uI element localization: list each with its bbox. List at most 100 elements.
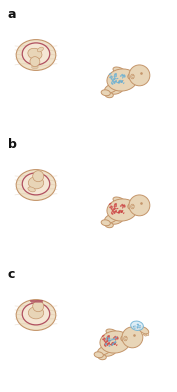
Ellipse shape — [113, 338, 115, 340]
Ellipse shape — [107, 342, 110, 345]
Ellipse shape — [133, 326, 134, 327]
Ellipse shape — [123, 212, 124, 214]
Ellipse shape — [109, 340, 111, 341]
Ellipse shape — [112, 210, 114, 212]
Ellipse shape — [16, 299, 56, 330]
Ellipse shape — [101, 90, 110, 96]
Text: a: a — [8, 8, 16, 21]
Ellipse shape — [103, 338, 106, 340]
Ellipse shape — [28, 307, 44, 319]
Ellipse shape — [104, 83, 119, 93]
Ellipse shape — [128, 203, 135, 209]
Ellipse shape — [107, 69, 137, 91]
Ellipse shape — [115, 80, 117, 83]
Ellipse shape — [139, 327, 141, 328]
Ellipse shape — [134, 325, 136, 327]
Ellipse shape — [28, 177, 44, 189]
Ellipse shape — [137, 327, 138, 328]
Ellipse shape — [146, 334, 149, 336]
Ellipse shape — [107, 335, 110, 337]
Ellipse shape — [122, 205, 124, 207]
Ellipse shape — [98, 345, 112, 355]
Ellipse shape — [115, 341, 116, 343]
Ellipse shape — [116, 336, 119, 339]
Ellipse shape — [109, 203, 112, 205]
Ellipse shape — [131, 74, 134, 79]
Ellipse shape — [22, 43, 50, 65]
Ellipse shape — [113, 211, 115, 214]
Ellipse shape — [113, 337, 115, 339]
Ellipse shape — [114, 73, 117, 75]
Ellipse shape — [112, 343, 114, 345]
Ellipse shape — [105, 342, 107, 344]
Text: b: b — [8, 138, 17, 151]
Ellipse shape — [121, 80, 123, 82]
Ellipse shape — [120, 75, 122, 77]
Ellipse shape — [109, 345, 110, 347]
Ellipse shape — [112, 209, 115, 211]
Ellipse shape — [115, 339, 117, 341]
Ellipse shape — [114, 75, 116, 78]
Ellipse shape — [105, 341, 108, 343]
Ellipse shape — [101, 220, 110, 226]
Ellipse shape — [111, 343, 113, 345]
Ellipse shape — [114, 203, 117, 205]
Ellipse shape — [94, 352, 103, 358]
Ellipse shape — [110, 75, 113, 78]
Ellipse shape — [131, 204, 134, 209]
Ellipse shape — [108, 339, 110, 341]
Ellipse shape — [109, 336, 110, 339]
Ellipse shape — [144, 334, 147, 336]
Ellipse shape — [121, 81, 122, 83]
Ellipse shape — [116, 208, 118, 209]
Ellipse shape — [100, 331, 130, 353]
Ellipse shape — [138, 327, 140, 328]
Ellipse shape — [120, 205, 122, 207]
Ellipse shape — [111, 78, 113, 80]
Ellipse shape — [113, 81, 115, 84]
Ellipse shape — [104, 340, 106, 342]
Circle shape — [129, 65, 150, 86]
Ellipse shape — [111, 208, 113, 210]
Ellipse shape — [102, 335, 105, 337]
Ellipse shape — [119, 210, 121, 212]
Ellipse shape — [109, 73, 112, 75]
Ellipse shape — [113, 343, 116, 345]
Ellipse shape — [113, 208, 116, 209]
Ellipse shape — [124, 336, 127, 341]
Ellipse shape — [16, 40, 56, 71]
Ellipse shape — [115, 81, 117, 83]
Ellipse shape — [32, 65, 38, 69]
Ellipse shape — [22, 303, 50, 325]
Ellipse shape — [105, 343, 107, 345]
Ellipse shape — [109, 344, 113, 345]
Ellipse shape — [110, 205, 113, 208]
Ellipse shape — [108, 343, 110, 345]
Ellipse shape — [123, 204, 126, 208]
Ellipse shape — [121, 211, 122, 213]
Ellipse shape — [28, 48, 42, 60]
Ellipse shape — [109, 217, 123, 224]
Ellipse shape — [121, 74, 123, 76]
Ellipse shape — [119, 80, 121, 82]
Ellipse shape — [113, 343, 115, 345]
Circle shape — [33, 171, 44, 182]
Ellipse shape — [115, 210, 117, 212]
Ellipse shape — [107, 199, 137, 221]
Circle shape — [33, 301, 44, 312]
Ellipse shape — [116, 74, 117, 77]
Ellipse shape — [109, 207, 111, 208]
Ellipse shape — [131, 321, 143, 330]
Ellipse shape — [22, 173, 50, 195]
Ellipse shape — [109, 340, 112, 341]
Ellipse shape — [108, 338, 110, 339]
Ellipse shape — [105, 93, 113, 98]
Ellipse shape — [104, 213, 119, 223]
Ellipse shape — [112, 80, 114, 82]
Ellipse shape — [108, 338, 110, 339]
Ellipse shape — [105, 339, 107, 340]
Ellipse shape — [121, 210, 123, 212]
Ellipse shape — [141, 333, 144, 335]
Ellipse shape — [105, 222, 113, 228]
Ellipse shape — [16, 170, 56, 200]
